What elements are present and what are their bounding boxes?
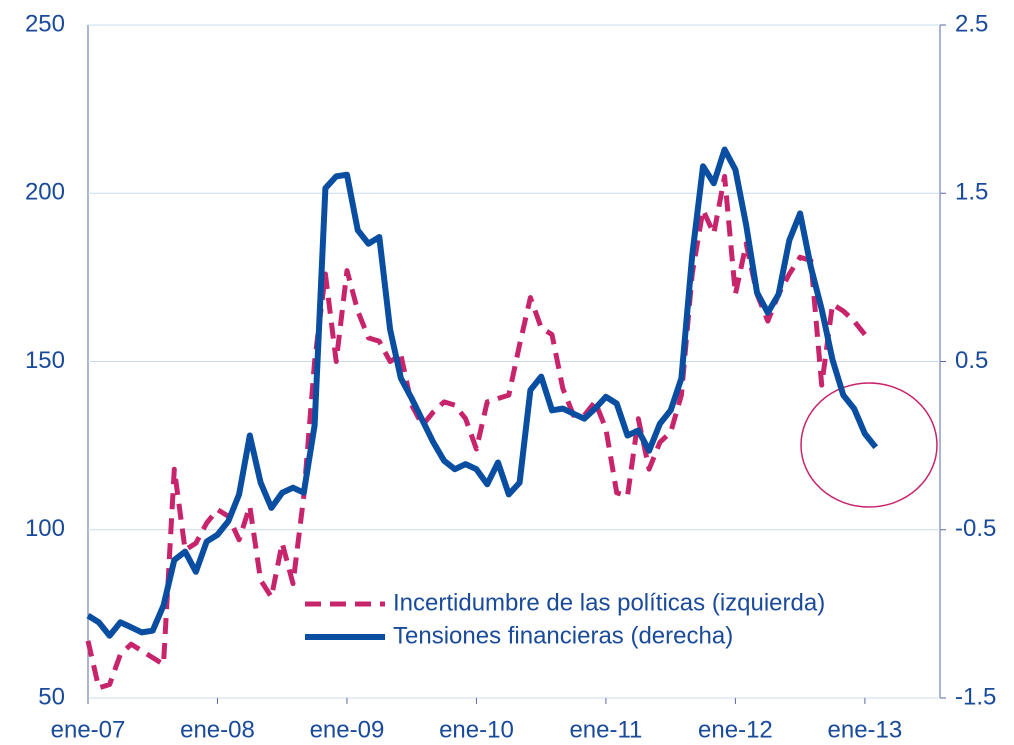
y2-tick-label: -1.5 (955, 683, 996, 710)
x-tick-label: ene-09 (310, 716, 385, 743)
x-tick-label: ene-08 (180, 716, 255, 743)
highlight-circle (800, 382, 938, 508)
y2-tick-label: 1.5 (955, 179, 988, 206)
y-tick-label: 200 (25, 179, 65, 206)
x-tick-label: ene-10 (439, 716, 514, 743)
x-tick-label: ene-07 (51, 716, 126, 743)
y2-tick-label: 0.5 (955, 347, 988, 374)
legend-label: Tensiones financieras (derecha) (393, 622, 733, 649)
series-line (85, 173, 867, 691)
y-tick-label: 50 (38, 683, 65, 710)
x-tick-label: ene-11 (569, 716, 642, 743)
x-tick-label: ene-12 (698, 716, 773, 743)
legend-label: Incertidumbre de las políticas (izquierd… (393, 589, 825, 616)
y-tick-label: 100 (25, 515, 65, 542)
y2-tick-label: 2.5 (955, 10, 988, 37)
y2-tick-label: -0.5 (955, 515, 996, 542)
x-tick-label: ene-13 (828, 716, 903, 743)
series-line (86, 146, 879, 639)
y-tick-label: 150 (25, 347, 65, 374)
y-tick-label: 250 (25, 10, 65, 37)
